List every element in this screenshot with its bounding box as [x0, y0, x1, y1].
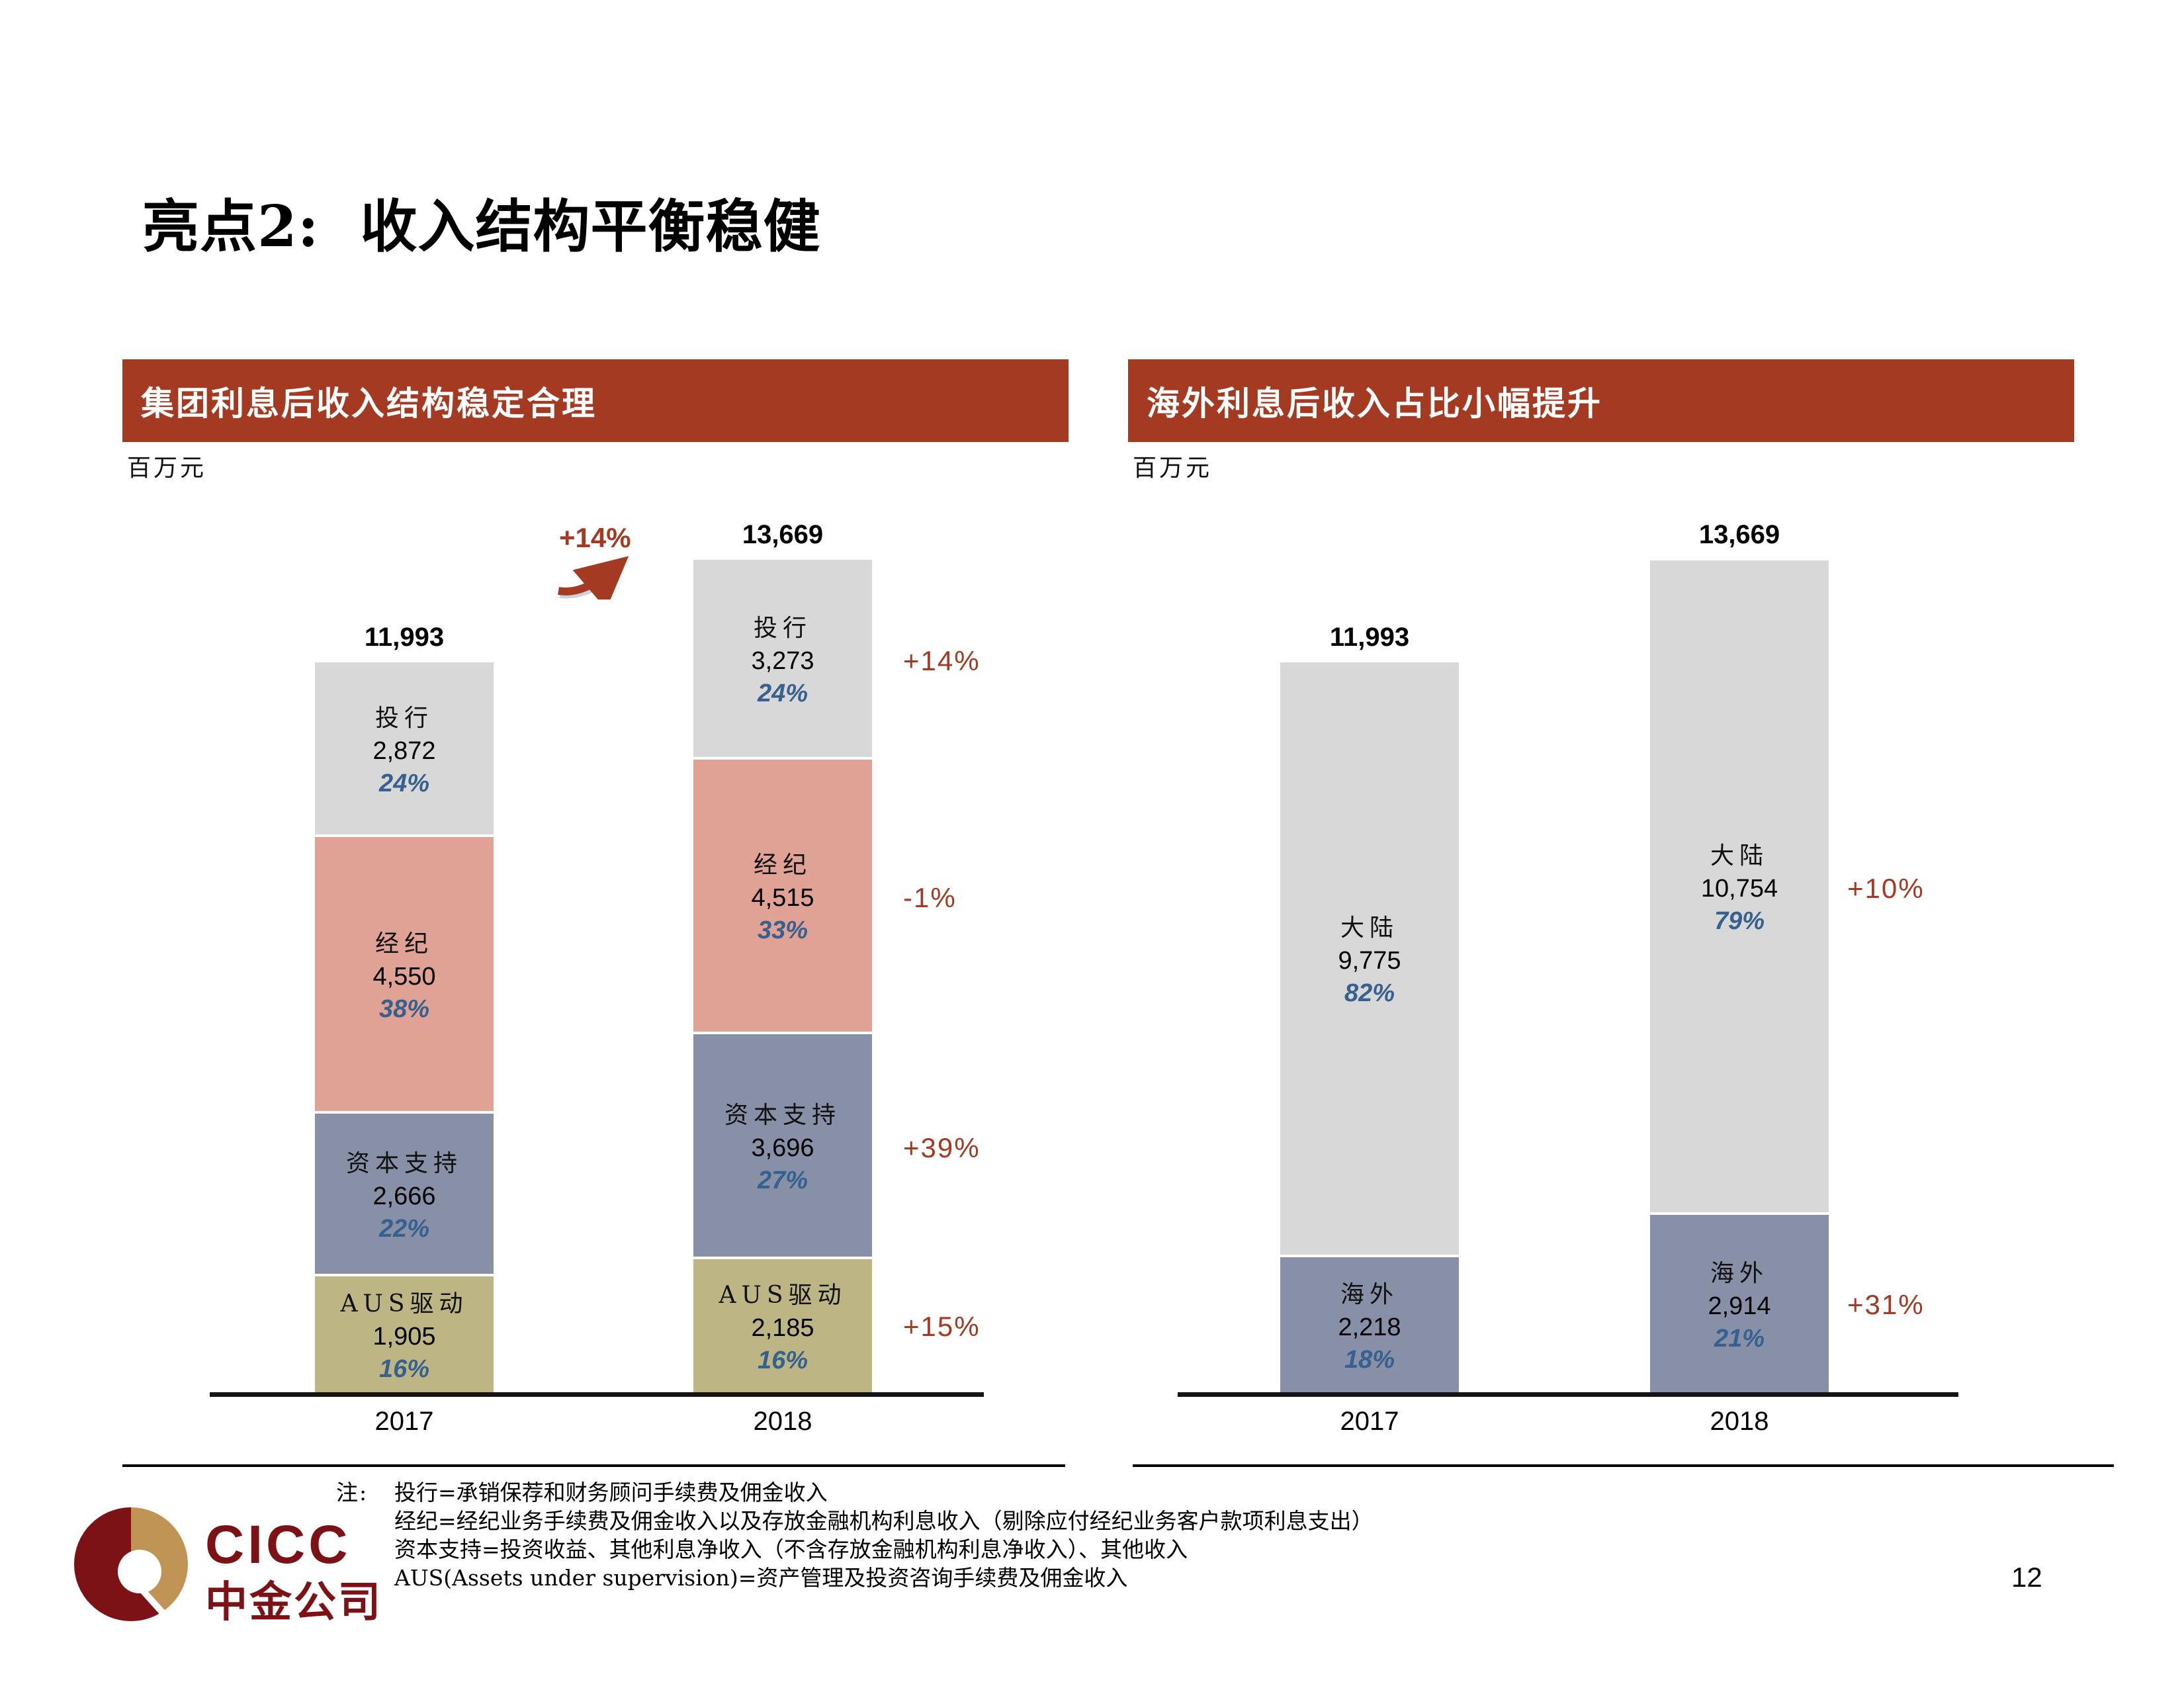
- left-2018-segment-label: AUS驱动: [719, 1282, 847, 1310]
- left-chart-yoy-label: -1%: [903, 882, 957, 914]
- left-chart-bar-2017-segment: 经纪 4,550 38%: [315, 836, 494, 1114]
- left-2017-segment-label: 投行: [374, 704, 433, 732]
- footnote-line: 经纪=经纪业务手续费及佣金收入以及存放金融机构利息收入（剔除应付经纪业务客户款项…: [394, 1508, 1374, 1534]
- left-chart-unit-label: 百万元: [127, 455, 207, 482]
- right-2017-segment-label: 海外: [1340, 1280, 1399, 1308]
- left-2018-segment-label: 投行: [753, 614, 812, 642]
- footnote-line: 资本支持=投资收益、其他利息净收入（不含存放金融机构利息净收入）、其他收入: [394, 1536, 1188, 1562]
- left-2017-segment-percent: 22%: [378, 1215, 430, 1243]
- cicc-logo-icon: [74, 1507, 188, 1621]
- left-2018-segment-percent: 24%: [757, 679, 808, 707]
- right-2017-segment-percent: 18%: [1344, 1345, 1395, 1374]
- left-chart-bar-2017-segment: AUS驱动 1,905 16%: [315, 1276, 494, 1392]
- footnote-line: AUS(Assets under supervision)=资产管理及投资咨询手…: [394, 1565, 1128, 1591]
- left-chart-header: 集团利息后收入结构稳定合理: [122, 359, 1069, 442]
- left-chart-header-label: 集团利息后收入结构稳定合理: [141, 383, 597, 423]
- right-2017-segment-label: 大陆: [1340, 914, 1399, 942]
- left-2018-segment-value: 4,515: [751, 884, 814, 912]
- right-chart-xlabel-2017: 2017: [1340, 1407, 1399, 1436]
- left-chart-bar-2018-segment: 资本支持 3,696 27%: [693, 1034, 872, 1259]
- right-chart-bar-2018-segment: 海外 2,914 21%: [1650, 1214, 1829, 1392]
- left-2018-segment-label: 资本支持: [724, 1101, 841, 1129]
- left-chart-yoy-label: +14%: [903, 645, 981, 676]
- growth-arrow-icon: [558, 556, 629, 600]
- right-2018-segment-percent: 21%: [1714, 1324, 1765, 1353]
- left-chart-bar-2018-segment: AUS驱动 2,185 16%: [693, 1259, 872, 1392]
- left-chart-axis: [210, 1392, 984, 1397]
- cicc-logo-text-en: CICC: [205, 1515, 351, 1575]
- left-2018-segment-percent: 27%: [757, 1166, 808, 1194]
- right-chart-yoy-label: +10%: [1847, 873, 1925, 905]
- right-2018-segment-label: 海外: [1710, 1259, 1769, 1287]
- right-chart-unit-label: 百万元: [1133, 455, 1213, 482]
- right-chart-bar-2018-segment: 大陆 10,754 79%: [1650, 560, 1829, 1215]
- left-chart-yoy-label: +39%: [903, 1132, 981, 1163]
- right-chart-total-2017: 11,993: [1329, 622, 1410, 652]
- right-chart-xlabel-2018: 2018: [1710, 1407, 1769, 1436]
- right-footer-divider: [1133, 1464, 2114, 1467]
- left-chart-total-2018: 13,669: [742, 520, 824, 550]
- right-2018-segment-percent: 79%: [1714, 907, 1765, 936]
- left-2018-segment-value: 3,273: [751, 646, 814, 675]
- left-chart-bar-2018-segment: 经纪 4,515 33%: [693, 759, 872, 1034]
- left-chart-bar-2017-segment: 投行 2,872 24%: [315, 662, 494, 837]
- page-number: 12: [2011, 1562, 2042, 1593]
- cicc-logo-text-cn: 中金公司: [205, 1577, 382, 1627]
- left-chart-bar-2017-segment: 资本支持 2,666 22%: [315, 1114, 494, 1276]
- left-2017-segment-label: 经纪: [374, 930, 433, 958]
- right-2017-segment-value: 9,775: [1338, 947, 1401, 975]
- left-2017-segment-value: 2,872: [372, 736, 436, 765]
- left-chart-xlabel-2017: 2017: [374, 1407, 434, 1436]
- left-2017-segment-percent: 16%: [378, 1355, 430, 1384]
- right-chart-header-label: 海外利息后收入占比小幅提升: [1147, 383, 1602, 423]
- left-chart-bar-2018-segment: 投行 3,273 24%: [693, 560, 872, 760]
- right-chart-axis: [1178, 1392, 1958, 1397]
- left-footer-divider: [122, 1464, 1065, 1467]
- right-chart-bar-2017-segment: 大陆 9,775 82%: [1280, 662, 1459, 1257]
- right-chart-bar-2017-segment: 海外 2,218 18%: [1280, 1257, 1459, 1392]
- left-2018-segment-value: 3,696: [751, 1133, 814, 1162]
- left-2017-segment-value: 2,666: [372, 1182, 436, 1211]
- page-title: 亮点2: 收入结构平衡稳健: [142, 193, 821, 260]
- right-2018-segment-value: 2,914: [1708, 1292, 1771, 1320]
- left-chart-yoy-label: +15%: [903, 1311, 981, 1343]
- footnote-line: 投行=承销保荐和财务顾问手续费及佣金收入: [394, 1480, 828, 1505]
- left-2017-segment-value: 4,550: [372, 963, 436, 991]
- right-chart-total-2018: 13,669: [1698, 520, 1780, 550]
- left-chart-xlabel-2018: 2018: [753, 1407, 812, 1436]
- left-2017-segment-label: 资本支持: [345, 1150, 462, 1178]
- left-2018-segment-value: 2,185: [751, 1314, 814, 1343]
- left-2018-segment-label: 经纪: [753, 852, 812, 879]
- footnotes: 注: 投行=承销保荐和财务顾问手续费及佣金收入经纪=经纪业务手续费及佣金收入以及…: [336, 1478, 1374, 1592]
- left-chart-total-2017: 11,993: [364, 622, 445, 652]
- left-2018-segment-percent: 16%: [757, 1347, 808, 1375]
- right-2017-segment-value: 2,218: [1338, 1313, 1401, 1341]
- total-growth-label: +14%: [559, 522, 631, 553]
- footnote-prefix: 注:: [336, 1480, 369, 1505]
- right-2018-segment-label: 大陆: [1710, 842, 1769, 870]
- right-chart-header: 海外利息后收入占比小幅提升: [1128, 359, 2074, 442]
- left-2017-segment-label: AUS驱动: [340, 1290, 468, 1318]
- left-2018-segment-percent: 33%: [757, 916, 808, 945]
- left-2017-segment-percent: 38%: [378, 995, 430, 1024]
- left-2017-segment-percent: 24%: [378, 769, 430, 797]
- right-chart-yoy-label: +31%: [1847, 1288, 1925, 1320]
- left-2017-segment-value: 1,905: [372, 1323, 436, 1351]
- right-2017-segment-percent: 82%: [1344, 979, 1395, 1008]
- footnote-lines: 投行=承销保荐和财务顾问手续费及佣金收入经纪=经纪业务手续费及佣金收入以及存放金…: [394, 1478, 1374, 1592]
- right-2018-segment-value: 10,754: [1700, 875, 1778, 903]
